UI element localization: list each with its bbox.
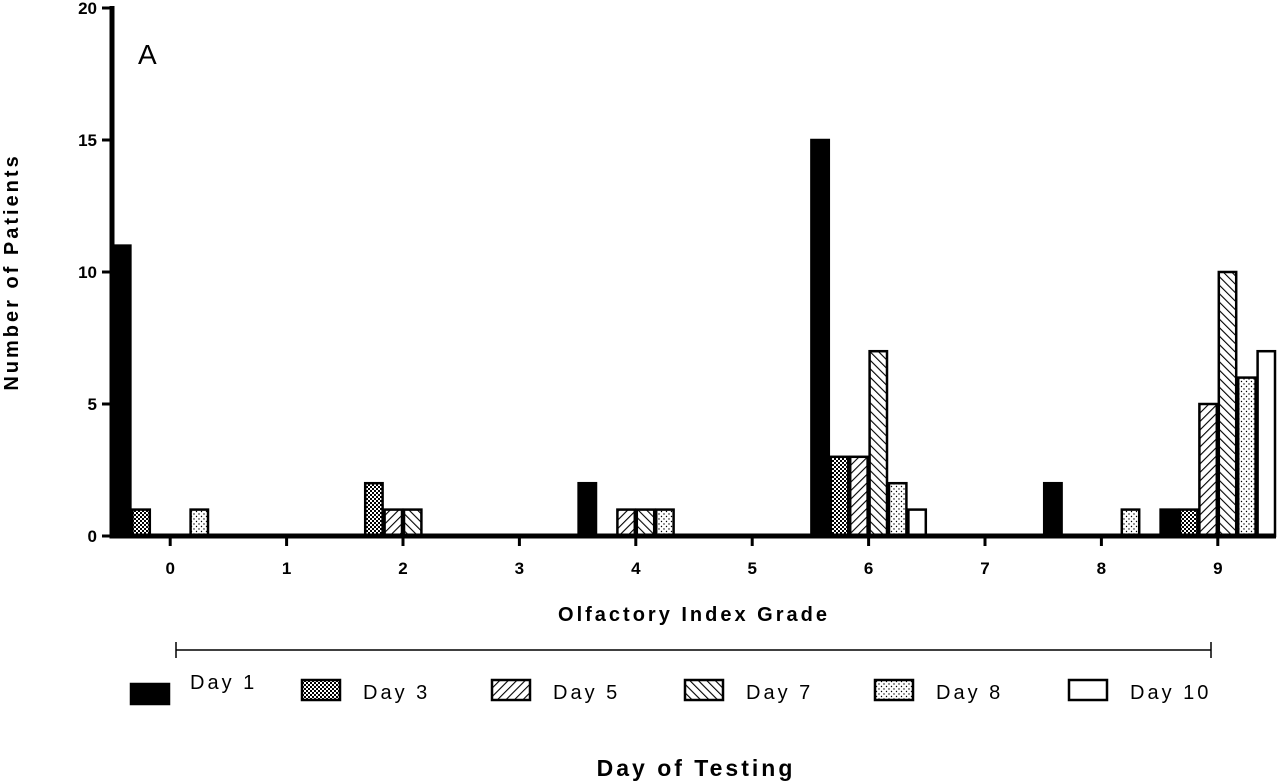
bar-day-7-grade-6 (868, 349, 889, 538)
legend-swatch-day-1 (129, 682, 171, 706)
bar-day-8-grade-6 (887, 481, 908, 538)
bar-day-3-grade-9 (1178, 508, 1199, 538)
x-tick-label-2: 2 (398, 559, 407, 578)
x-tick-label-3: 3 (515, 559, 524, 578)
bar-day-1-grade-8 (1042, 481, 1063, 538)
legend-swatch-day-8 (873, 678, 915, 702)
legend-label-day-3: Day 3 (363, 682, 430, 704)
legend-label-day-7: Day 7 (746, 682, 813, 704)
bar-day-5-grade-6 (848, 455, 869, 538)
y-tick-labels: 0 5 10 15 20 (78, 0, 97, 546)
x-tick-label-1: 1 (282, 559, 291, 578)
bar-day-5-grade-9 (1198, 402, 1219, 538)
y-axis-title: Number of Patients (1, 153, 23, 390)
legend-label-day-1: Day 1 (190, 672, 257, 694)
bar-day-8-grade-9 (1236, 376, 1257, 538)
x-tick-label-9: 9 (1213, 559, 1222, 578)
legend-label-day-5: Day 5 (553, 682, 620, 704)
x-tick-label-5: 5 (747, 559, 756, 578)
bar-day-8-grade-0 (189, 508, 210, 538)
bar-day-7-grade-9 (1217, 270, 1238, 538)
axes-group (102, 6, 1276, 546)
legend-swatch-day-5 (490, 678, 532, 702)
x-tick-labels: 0 1 2 3 4 5 6 7 8 9 (165, 559, 1222, 578)
legend-swatch-day-10 (1067, 678, 1109, 702)
legend-swatch-day-3 (300, 678, 342, 702)
x-tick-label-8: 8 (1097, 559, 1106, 578)
y-tick-label-0: 0 (88, 527, 97, 546)
panel-label: A (138, 39, 157, 70)
bar-day-5-grade-2 (383, 508, 404, 538)
bar-day-7-grade-2 (402, 508, 423, 538)
bar-day-10-grade-6 (907, 508, 928, 538)
bar-day-1-grade-6 (810, 138, 831, 538)
bar-day-7-grade-4 (635, 508, 656, 538)
legend-label-day-10: Day 10 (1130, 682, 1211, 704)
bar-day-3-grade-0 (131, 508, 152, 538)
x-axis-title: Olfactory Index Grade (558, 604, 830, 626)
y-tick-label-15: 15 (78, 131, 97, 150)
legend-swatch-day-7 (683, 678, 725, 702)
legend-title: Day of Testing (597, 755, 796, 781)
bar-day-8-grade-4 (654, 508, 675, 538)
bar-day-1-grade-9 (1159, 508, 1180, 538)
bar-day-8-grade-8 (1120, 508, 1141, 538)
y-tick-label-10: 10 (78, 263, 97, 282)
y-tick-label-5: 5 (88, 395, 97, 414)
legend-bracket (175, 642, 1212, 658)
bar-day-1-grade-4 (577, 481, 598, 538)
bar-day-5-grade-4 (616, 508, 637, 538)
legend-label-day-8: Day 8 (936, 682, 1003, 704)
bars-group (111, 138, 1277, 538)
legend: Day 1 Day 3 Day 5 Day 7 Day 8 Day 10 (129, 672, 1211, 706)
x-tick-label-4: 4 (631, 559, 641, 578)
bar-day-3-grade-2 (363, 481, 384, 538)
bar-day-10-grade-9 (1256, 349, 1277, 538)
x-tick-label-0: 0 (165, 559, 174, 578)
bar-day-1-grade-0 (111, 244, 132, 538)
bar-day-3-grade-6 (829, 455, 850, 538)
y-tick-label-20: 20 (78, 0, 97, 18)
x-tick-label-6: 6 (864, 559, 873, 578)
x-tick-label-7: 7 (980, 559, 989, 578)
